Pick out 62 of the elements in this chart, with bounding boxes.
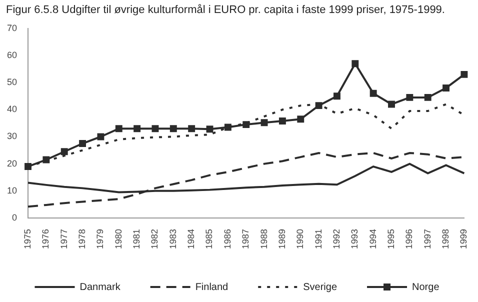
point <box>242 121 250 128</box>
x-tick-label: 1996 <box>404 228 414 250</box>
point <box>370 90 377 97</box>
y-tick-label: 0 <box>12 212 18 222</box>
point <box>97 133 104 140</box>
y-tick-label: 70 <box>6 22 18 33</box>
x-tick-label: 1976 <box>40 228 51 250</box>
x-tick-label: 1998 <box>440 228 451 250</box>
x-tick-label: 1991 <box>313 228 324 250</box>
x-tick-label: 1993 <box>350 228 360 250</box>
point <box>206 126 214 133</box>
x-tick-label: 1979 <box>95 228 106 250</box>
y-tick-label: 30 <box>6 131 18 142</box>
legend-label: Norge <box>412 282 440 293</box>
x-tick-label: 1997 <box>422 228 432 250</box>
point <box>297 116 304 123</box>
x-tick-label: 1982 <box>150 228 160 250</box>
point <box>188 125 196 132</box>
point <box>442 84 450 92</box>
x-tick-label: 1988 <box>258 228 269 250</box>
point <box>278 118 286 124</box>
x-tick-label: 1983 <box>168 228 178 250</box>
point <box>60 148 68 156</box>
x-tick-label: 1986 <box>222 228 232 250</box>
point <box>115 125 122 132</box>
point <box>406 94 414 101</box>
point <box>224 124 232 131</box>
chart-title: Figur 6.5.8 Udgifter til øvrige kulturformål i EURO pr. capita i faste 1999 priser, 1975-1999. <box>5 3 446 18</box>
point <box>424 94 432 101</box>
x-tick-label: 1980 <box>113 228 124 250</box>
x-tick-label: 1999 <box>458 228 469 250</box>
x-tick-label: 1990 <box>295 228 306 250</box>
legend-label: Finland <box>195 282 228 293</box>
x-tick-label: 1978 <box>77 228 88 250</box>
x-tick-label: 1975 <box>22 228 32 250</box>
y-tick-label: 10 <box>6 185 18 196</box>
point <box>170 125 177 132</box>
point <box>79 140 86 147</box>
point <box>388 100 395 108</box>
x-tick-label: 1989 <box>276 228 287 250</box>
x-tick-label: 1985 <box>204 228 214 250</box>
point <box>334 92 340 100</box>
x-tick-label: 1984 <box>186 228 196 250</box>
y-tick-label: 60 <box>6 50 18 60</box>
legend-label: Danmark <box>80 282 122 293</box>
point <box>134 125 141 132</box>
x-tick-label: 1995 <box>386 228 396 250</box>
point <box>152 125 159 132</box>
y-tick-label: 40 <box>6 104 18 114</box>
legend-label: Sverige <box>303 282 338 293</box>
point <box>260 119 268 126</box>
point <box>315 102 322 110</box>
x-tick-label: 1994 <box>368 228 378 250</box>
x-tick-label: 1987 <box>240 228 251 250</box>
point <box>24 163 32 170</box>
y-tick-label: 50 <box>6 77 18 88</box>
point <box>460 70 468 78</box>
point <box>352 60 359 68</box>
y-tick-label: 20 <box>6 158 18 168</box>
x-tick-label: 1992 <box>331 228 342 250</box>
x-tick-label: 1981 <box>132 228 142 250</box>
x-tick-label: 1977 <box>58 228 69 250</box>
